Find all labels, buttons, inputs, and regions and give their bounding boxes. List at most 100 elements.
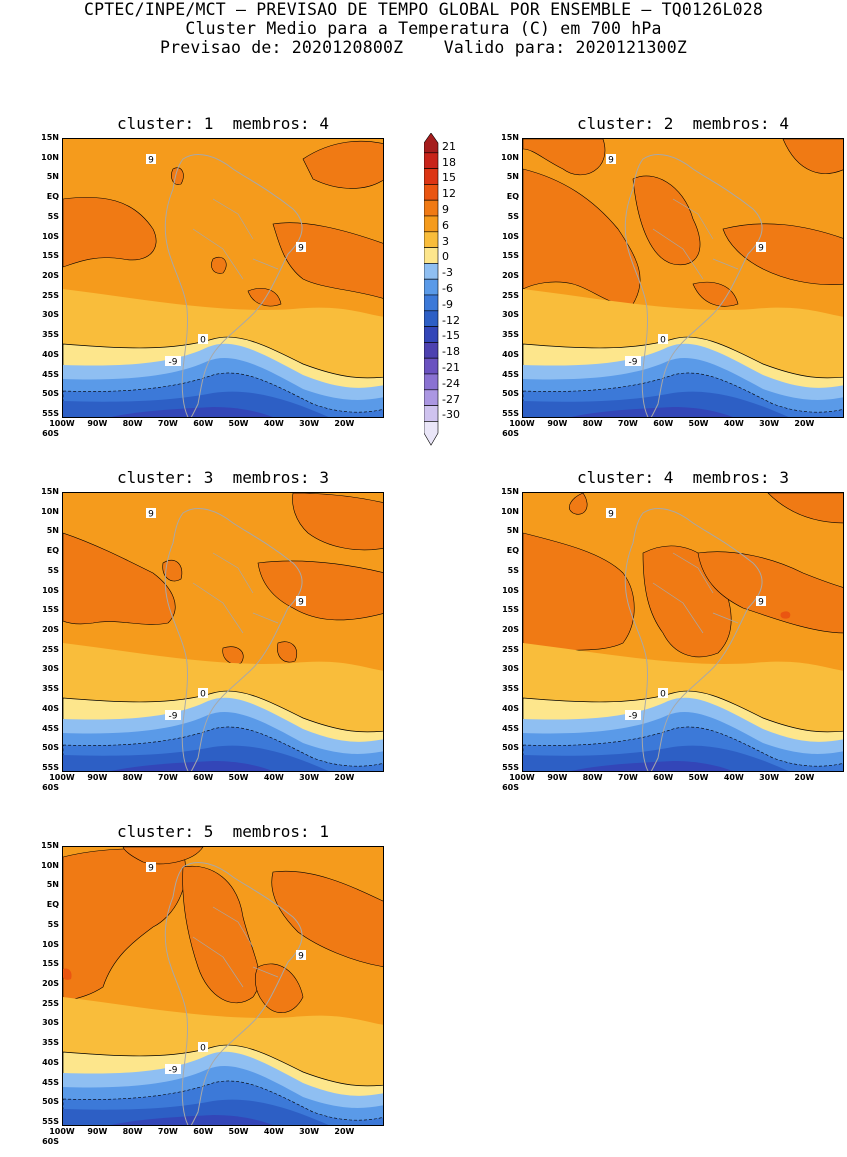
- temperature-band: [571, 407, 733, 417]
- band-9-12: [247, 288, 282, 307]
- contour-label-9: 9: [296, 596, 306, 608]
- svg-text:9: 9: [758, 244, 764, 254]
- lon-tick-label: 40W: [723, 419, 744, 428]
- lat-tick-label: 10S: [42, 231, 59, 241]
- lat-tick-label: 5S: [507, 211, 519, 221]
- panel-cluster-1: cluster: 1 membros: 4 9 9 0 -9 15N 10N 5N EQ 5S…: [32, 114, 386, 454]
- band-9-12: [523, 139, 606, 176]
- lat-tick-label: 10S: [42, 585, 59, 595]
- panel-cluster-2: cluster: 2 membros: 4 9 9 0 -9 15N 10N 5N EQ 5S…: [492, 114, 846, 454]
- lat-tick-label: 20S: [42, 271, 59, 281]
- lon-tick-label: 30W: [299, 773, 320, 782]
- lat-tick-label: 30S: [502, 664, 519, 674]
- land-outline: [164, 508, 303, 771]
- colorbar-label: -24: [442, 376, 460, 390]
- colorbar-swatch: [423, 263, 439, 280]
- svg-text:9: 9: [148, 156, 154, 166]
- lat-tick-label: 55S: [42, 763, 59, 773]
- lat-tick-label: 15N: [501, 487, 519, 496]
- temperature-band: [111, 761, 273, 771]
- lat-tick-label: 15S: [502, 605, 519, 615]
- colorbar-swatch: [423, 294, 439, 312]
- colorbar-label: 3: [442, 234, 449, 248]
- band-9-12: [523, 168, 641, 306]
- temperature-band: [63, 745, 329, 771]
- temperature-map: 9 9 0 -9: [62, 138, 384, 418]
- header-line-3: Previsao de: 2020120800Z Valido para: 20…: [160, 38, 687, 57]
- lat-tick-label: 30S: [502, 310, 519, 320]
- lon-tick-label: 60W: [653, 773, 674, 782]
- temperature-map: 9 9 0 -9: [522, 492, 844, 772]
- lat-tick-label: 45S: [42, 369, 59, 379]
- land-outline: [624, 508, 763, 771]
- colorbar-label: -18: [442, 345, 460, 359]
- page-header: CPTEC/INPE/MCT — PREVISAO DE TEMPO GLOBA…: [0, 0, 847, 57]
- colorbar-label: 21: [442, 139, 456, 153]
- band-9-12: [162, 559, 183, 582]
- temperature-band: [571, 761, 733, 771]
- colorbar-label: 18: [442, 155, 456, 169]
- temperature-band: [111, 1115, 273, 1125]
- lon-tick-label: 70W: [157, 773, 178, 782]
- lat-tick-label: 30S: [42, 664, 59, 674]
- lat-tick-label: 15S: [42, 605, 59, 615]
- lat-tick-label: 15N: [501, 133, 519, 142]
- svg-text:9: 9: [298, 952, 304, 962]
- lon-tick-label: 90W: [87, 419, 108, 428]
- colorbar-label: 0: [442, 250, 449, 264]
- svg-text:9: 9: [298, 598, 304, 608]
- lon-tick-label: 100W: [49, 1127, 75, 1136]
- svg-text:9: 9: [608, 510, 614, 520]
- colorbar-swatch: [423, 168, 439, 185]
- svg-text:9: 9: [148, 510, 154, 520]
- lon-tick-label: 100W: [509, 419, 535, 428]
- colorbar-swatch: [423, 310, 439, 327]
- lat-tick-label: 5S: [47, 565, 59, 575]
- band-9-12: [222, 646, 244, 665]
- lon-tick-label: 50W: [688, 773, 709, 782]
- lon-tick-label: 100W: [49, 419, 75, 428]
- panel-cluster-3: cluster: 3 membros: 3 9 9 0 -9 15N 10N 5N EQ 5S…: [32, 468, 386, 808]
- colorbar-label: 15: [442, 171, 456, 185]
- lat-tick-label: 25S: [42, 998, 59, 1008]
- lat-tick-label: 55S: [502, 763, 519, 773]
- panel-title: cluster: 5 membros: 1: [117, 822, 329, 841]
- lat-tick-label: EQ: [506, 192, 519, 202]
- lat-tick-label: 50S: [502, 389, 519, 399]
- lat-tick-label: 20S: [502, 625, 519, 635]
- band-9-12: [277, 641, 298, 663]
- lat-tick-label: 25S: [502, 644, 519, 654]
- land-outline: [624, 154, 763, 417]
- lon-tick-label: 40W: [263, 419, 284, 428]
- svg-text:-9: -9: [629, 712, 638, 722]
- colorbar-swatch: [423, 247, 439, 264]
- panel-cluster-4: cluster: 4 membros: 3 9 9 0 -9 15N 10N 5N EQ 5S…: [492, 468, 846, 808]
- land-outline: [164, 862, 303, 1125]
- lon-tick-label: 50W: [688, 419, 709, 428]
- band-9-12: [697, 551, 843, 634]
- lat-tick-label: 5S: [507, 565, 519, 575]
- colorbar-label: -21: [442, 361, 460, 374]
- colorbar-swatch: [423, 357, 439, 375]
- lat-tick-label: EQ: [506, 546, 519, 556]
- svg-text:0: 0: [200, 690, 206, 700]
- temperature-band: [111, 407, 273, 417]
- lat-tick-label: 55S: [42, 1117, 59, 1127]
- lon-tick-label: 90W: [87, 773, 108, 782]
- temperature-map: 9 9 0 -9: [62, 846, 384, 1126]
- band-9-12: [211, 256, 227, 274]
- lon-tick-label: 80W: [122, 1127, 143, 1136]
- colorbar-label: 12: [442, 187, 456, 201]
- colorbar-swatch: [423, 184, 439, 201]
- colorbar-label: -30: [442, 408, 460, 422]
- lat-tick-label: 15S: [42, 251, 59, 261]
- lon-tick-label: 20W: [334, 1127, 355, 1136]
- contour-label-9: 9: [146, 154, 156, 166]
- temperature-band: [523, 745, 789, 771]
- lon-tick-label: 50W: [228, 1127, 249, 1136]
- lat-tick-label: 40S: [502, 349, 519, 359]
- svg-text:-9: -9: [169, 358, 178, 368]
- lon-tick-label: 20W: [794, 419, 815, 428]
- lat-tick-label: 5N: [46, 526, 59, 536]
- lat-tick-label: 60S: [42, 782, 59, 792]
